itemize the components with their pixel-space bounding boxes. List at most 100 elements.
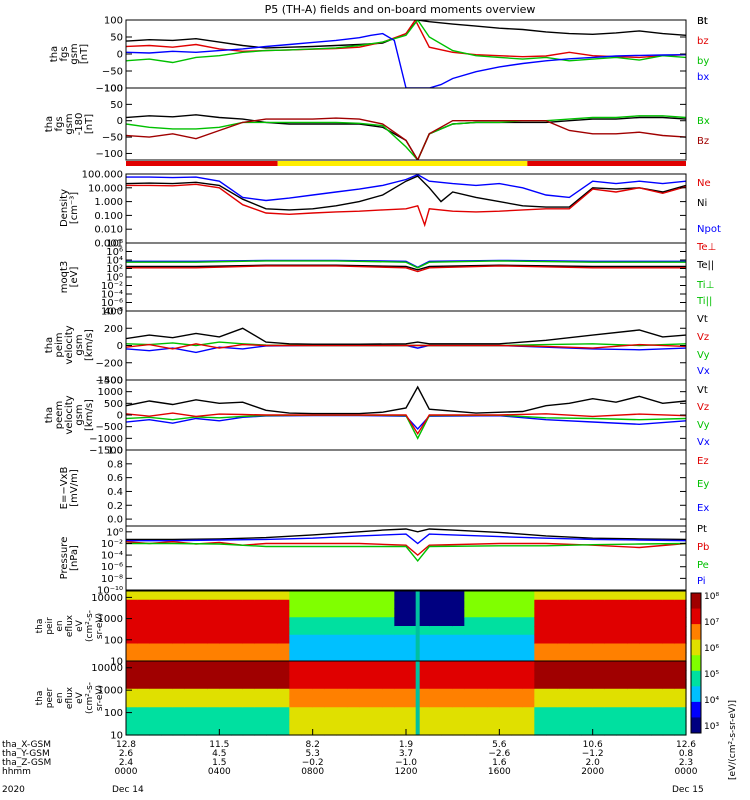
spectrogram-cell (616, 652, 629, 662)
spectrogram-cell (487, 652, 500, 662)
spectrogram-cell (289, 670, 302, 681)
spectrogram-cell (242, 608, 255, 618)
spectrogram-cell (359, 725, 372, 736)
spectrogram-cell (476, 626, 489, 636)
y-tick-label: 10⁰ (106, 273, 123, 284)
spectrogram-cell (324, 652, 337, 662)
spectrogram-cell (207, 617, 220, 627)
y-tick-label: 100 (104, 84, 123, 95)
spectrogram-cell (557, 599, 570, 610)
spectrogram-cell (359, 591, 372, 601)
spectrogram-cell (522, 599, 535, 610)
spectrogram-cell (522, 608, 535, 618)
spectrogram-cell (476, 608, 489, 618)
spectrogram-cell (557, 626, 570, 636)
legend-velocity_i-Vt: Vt (697, 314, 708, 325)
spectrogram-cell (569, 643, 582, 653)
y-axis-label: sr-eV) (95, 685, 105, 711)
spectrogram-cell (289, 591, 302, 601)
spectrogram-cell (126, 643, 139, 653)
spectrogram-cell (511, 591, 524, 601)
y-tick-label: 0.0 (107, 515, 123, 526)
spectrogram-cell (207, 626, 220, 636)
spectrogram-cell (476, 661, 489, 671)
y-axis-label: (cm²-s- (85, 682, 95, 714)
spectrogram-cell (499, 591, 512, 601)
spectrogram-cell (616, 643, 629, 653)
spectrogram-cell (242, 634, 255, 645)
spectrogram-cell (452, 626, 465, 636)
spectrogram-cell (534, 670, 547, 681)
colorbar-label: [eV/(cm²-s-sr-eV)] (728, 700, 738, 780)
spectrogram-cell (289, 698, 302, 708)
mode-bar (126, 161, 686, 166)
spectrogram-cell (639, 626, 652, 636)
spectrogram-cell (546, 661, 559, 671)
spectrogram-cell (347, 626, 360, 636)
legend-temperature-Te||: Te|| (696, 260, 714, 271)
spectrogram-cell (581, 688, 594, 699)
spectrogram-cell (312, 661, 325, 671)
spectrogram-cell (592, 608, 605, 618)
y-tick-label: 0 (117, 50, 123, 61)
spectrogram-cell (254, 608, 267, 618)
spectrogram-cell (639, 725, 652, 736)
spectrogram-cell (452, 591, 465, 601)
spectrogram-cell (254, 716, 267, 727)
spectrogram-cell (557, 591, 570, 601)
spectrogram-cell (277, 608, 290, 618)
spectrogram-cell (347, 608, 360, 618)
y-axis-label: eV (75, 691, 85, 704)
spectrogram-cell (441, 608, 454, 618)
spectrogram-cell (207, 707, 220, 718)
spectrogram-cell (662, 661, 675, 671)
series-velocity_i-Vt (126, 327, 686, 345)
x-axis-value: 0400 (208, 767, 231, 777)
spectrogram-cell (394, 652, 407, 662)
spectrogram-cell (149, 608, 162, 618)
spectrogram-cell (522, 725, 535, 736)
spectrogram-cell (557, 652, 570, 662)
y-tick-label: 100 (104, 708, 123, 719)
spectrogram-cell (662, 626, 675, 636)
spectrogram-cell (616, 626, 629, 636)
spectrogram-cell (441, 725, 454, 736)
y-tick-label: 10⁻⁴ (101, 551, 123, 562)
spectrogram-cell (662, 688, 675, 699)
legend-fgs_gse-Bt: Bt (697, 16, 708, 27)
spectrogram-cell (464, 626, 477, 636)
spectrogram-cell (149, 634, 162, 645)
spectrogram-cell (161, 652, 174, 662)
spectrogram-cell (557, 670, 570, 681)
spectrogram-cell (312, 716, 325, 727)
spectrogram-cell (476, 707, 489, 718)
y-tick-label: 100 (104, 635, 123, 646)
spectrogram-cell (581, 679, 594, 690)
spectrogram-cell (172, 688, 185, 699)
spectrogram-cell (616, 634, 629, 645)
spectrogram-cell (604, 617, 617, 627)
y-tick-label: −1500 (89, 446, 123, 457)
mode-bar-segment (126, 161, 278, 166)
spectrogram-cell (347, 688, 360, 699)
series-fgs-by (126, 20, 686, 64)
x-axis-row-label: tha_Y-GSM (2, 749, 50, 759)
spectrogram-cell (301, 707, 314, 718)
spectrogram-cell (406, 698, 419, 708)
spectrogram-cell (149, 688, 162, 699)
spectrogram-cell (651, 716, 664, 727)
series-velocity_e-Vt (126, 385, 686, 415)
spectrogram-cell (476, 634, 489, 645)
spectrogram-cell (452, 643, 465, 653)
spectrogram-cell (662, 670, 675, 681)
y-tick-label: 10000 (91, 663, 123, 674)
y-axis-label: E=−VxB (59, 467, 70, 510)
spectrogram-cell (126, 688, 139, 699)
spectrogram-cell (184, 591, 197, 601)
spectrogram-cell (441, 679, 454, 690)
spectrogram-cell (126, 652, 139, 662)
spectrogram-cell (207, 725, 220, 736)
spectrogram-cell (161, 599, 174, 610)
spectrogram-cell (382, 725, 395, 736)
panel-frame (125, 449, 687, 527)
